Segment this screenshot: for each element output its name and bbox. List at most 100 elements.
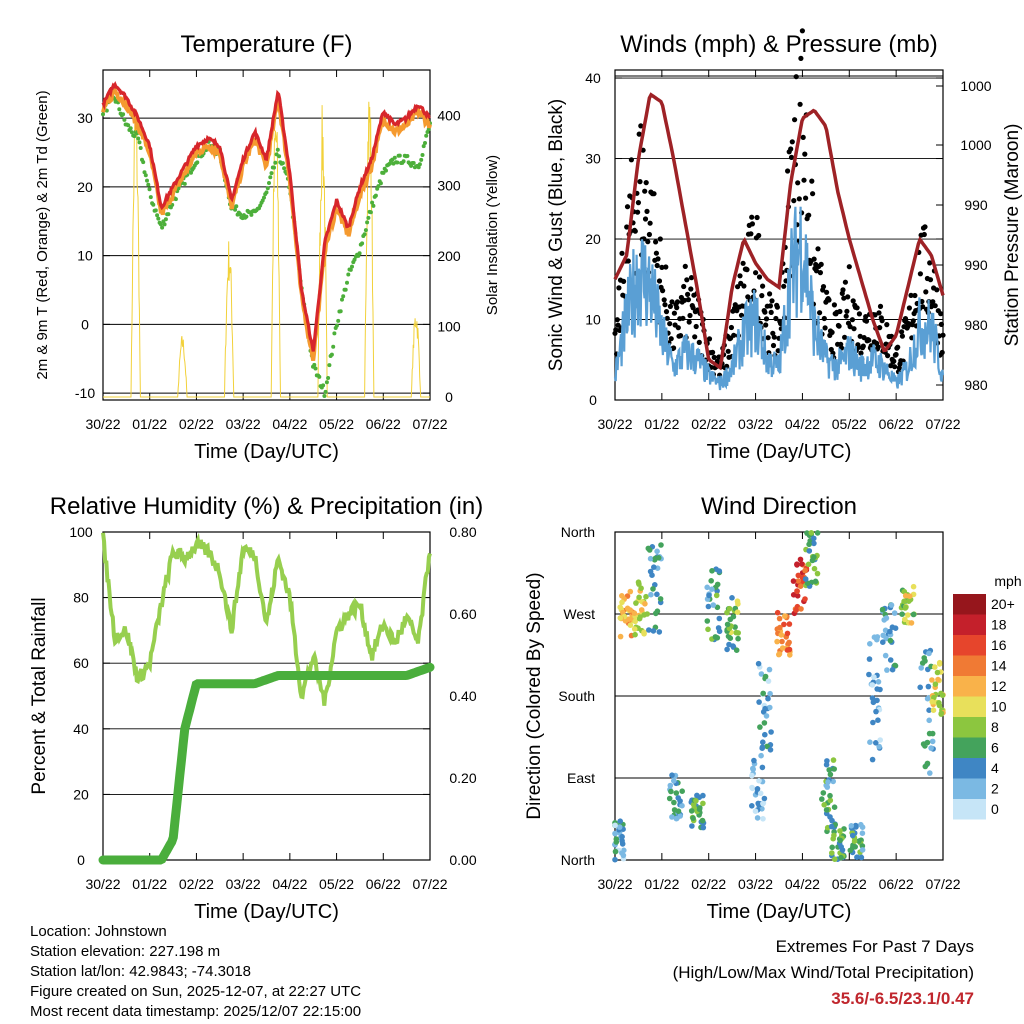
dir-direction-point [668, 788, 674, 795]
dir-direction-point [859, 824, 866, 830]
dir-direction-point [869, 695, 876, 701]
temp-xtick-label: 01/22 [132, 416, 167, 432]
wind-gust-point [789, 139, 795, 145]
dir-direction-point [706, 592, 712, 599]
wind-gust-point [792, 117, 798, 123]
wind-title: Winds (mph) & Pressure (mb) [620, 31, 937, 58]
wind-gust-point [791, 198, 797, 204]
dir-ytick-label: North [561, 524, 595, 540]
dir-direction-point [802, 576, 809, 582]
wind-gust-point [906, 305, 913, 311]
dir-direction-point [626, 616, 632, 622]
temp-dewpoint-point [147, 187, 152, 192]
dir-direction-point [869, 682, 876, 688]
dir-direction-point [705, 603, 712, 610]
wind-gust-point [660, 288, 666, 294]
rh-y2tick-label: 0.00 [449, 852, 476, 868]
dir-direction-point [646, 627, 652, 633]
dir-direction-point [767, 747, 774, 753]
dir-direction-point [765, 678, 772, 684]
temp-dewpoint-point [273, 160, 278, 165]
wind-ytick-label: 30 [585, 151, 601, 167]
wind-gust-point [775, 348, 781, 354]
dir-direction-point [874, 697, 880, 704]
dir-direction-point [669, 772, 675, 778]
wind-gust-point [856, 311, 863, 317]
wind-gust-point [803, 195, 809, 201]
dir-direction-point [619, 833, 625, 840]
wind-gust-point [661, 297, 667, 303]
temp-dewpoint-point [244, 214, 249, 219]
wind-gust-point [657, 236, 663, 242]
temp-dewpoint-point [360, 241, 365, 246]
temp-dewpoint-point [153, 208, 158, 213]
wind-gust-point [845, 294, 851, 300]
temp-dewpoint-point [143, 173, 148, 178]
dir-direction-point [762, 673, 769, 680]
extremes-subheading: (High/Low/Max Wind/Total Precipitation) [672, 963, 974, 982]
wind-gust-point [748, 231, 754, 237]
wind-gust-point [669, 299, 675, 305]
temp-dewpoint-point [312, 362, 317, 367]
wind-gust-point [860, 343, 866, 349]
wind-gust-point [762, 309, 768, 315]
dir-direction-point [892, 662, 898, 669]
rh-xtick-label: 30/22 [85, 876, 120, 892]
wind-y2tick-label: 1000 [960, 78, 991, 94]
dir-direction-point [656, 629, 663, 635]
wind-gust-point [654, 262, 660, 269]
dir-legend-label: 16 [991, 637, 1007, 653]
dir-direction-point [892, 625, 899, 631]
dir-direction-point [636, 615, 643, 622]
dir-direction-point [767, 704, 773, 711]
wind-gust-point [811, 256, 817, 262]
dir-direction-point [688, 808, 695, 814]
wind-gust-point [667, 321, 673, 327]
dir-direction-point [805, 561, 812, 568]
dir-direction-point [643, 593, 649, 600]
dir-direction-point [679, 788, 685, 794]
wind-gust-point [635, 209, 641, 215]
dir-direction-point [848, 823, 855, 829]
temp-y2tick-label: 0 [445, 389, 453, 405]
dir-direction-point [793, 607, 799, 613]
wind-gust-point [731, 332, 737, 338]
dir-legend-swatch [953, 778, 986, 799]
temp-dewpoint-point [233, 207, 238, 212]
dir-direction-point [827, 797, 834, 804]
temp-dewpoint-point [346, 272, 351, 277]
temp-dewpoint-point [395, 160, 400, 165]
dir-direction-point [709, 568, 715, 574]
dir-direction-point [638, 585, 644, 591]
temp-dewpoint-point [321, 383, 326, 388]
dir-direction-point [811, 535, 817, 542]
temp-dewpoint-point [405, 154, 410, 158]
dir-direction-point [756, 699, 762, 705]
wind-gust-point [809, 178, 815, 184]
temp-dewpoint-point [327, 363, 332, 368]
wind-gust-point [851, 326, 857, 332]
wind-gust-point [621, 278, 627, 284]
temp-dewpoint-point [323, 389, 328, 394]
dir-direction-point [699, 817, 706, 824]
temp-dewpoint-point [332, 331, 337, 336]
wind-y2tick-label: 980 [964, 377, 988, 393]
dir-direction-point [824, 784, 831, 790]
dir-direction-point [617, 615, 624, 621]
wind-gust-point [858, 350, 864, 356]
dir-direction-point [804, 530, 810, 536]
dir-direction-point [641, 629, 647, 636]
wind-gust-point [846, 264, 852, 270]
rh-ytick-label: 20 [73, 786, 89, 802]
dir-direction-point [823, 761, 830, 768]
wind-gust-point [938, 321, 945, 327]
dir-direction-point [759, 764, 766, 771]
dir-direction-point [752, 808, 759, 814]
temp-xlabel: Time (Day/UTC) [194, 441, 339, 463]
temp-ytick-label: -10 [75, 385, 95, 401]
temp-ytick-label: 10 [77, 248, 93, 264]
extremes-values: 35.6/-6.5/23.1/0.47 [831, 989, 974, 1008]
temp-dewpoint-point [326, 376, 331, 380]
wind-gust-point [908, 292, 914, 298]
temp-dewpoint-point [282, 166, 287, 171]
